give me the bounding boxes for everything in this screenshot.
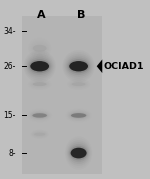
- Text: OCIAD1: OCIAD1: [104, 62, 144, 71]
- Text: B: B: [76, 10, 85, 20]
- Ellipse shape: [69, 144, 88, 162]
- Text: 15-: 15-: [4, 111, 16, 120]
- Polygon shape: [97, 59, 102, 73]
- Ellipse shape: [30, 61, 49, 71]
- Ellipse shape: [32, 113, 47, 118]
- Ellipse shape: [70, 146, 88, 160]
- Ellipse shape: [71, 148, 87, 158]
- Ellipse shape: [28, 57, 51, 75]
- Text: 26-: 26-: [4, 62, 16, 71]
- Ellipse shape: [32, 112, 48, 118]
- Ellipse shape: [69, 61, 88, 71]
- Ellipse shape: [33, 82, 47, 86]
- Ellipse shape: [67, 57, 90, 75]
- Text: 8-: 8-: [9, 149, 16, 158]
- Text: 34-: 34-: [3, 27, 16, 36]
- Text: A: A: [38, 10, 46, 20]
- Ellipse shape: [68, 59, 89, 73]
- Bar: [22, 16, 102, 174]
- Ellipse shape: [29, 59, 50, 73]
- Ellipse shape: [33, 45, 47, 52]
- Ellipse shape: [71, 113, 86, 118]
- Ellipse shape: [72, 82, 86, 86]
- Ellipse shape: [70, 112, 87, 119]
- Ellipse shape: [34, 133, 45, 136]
